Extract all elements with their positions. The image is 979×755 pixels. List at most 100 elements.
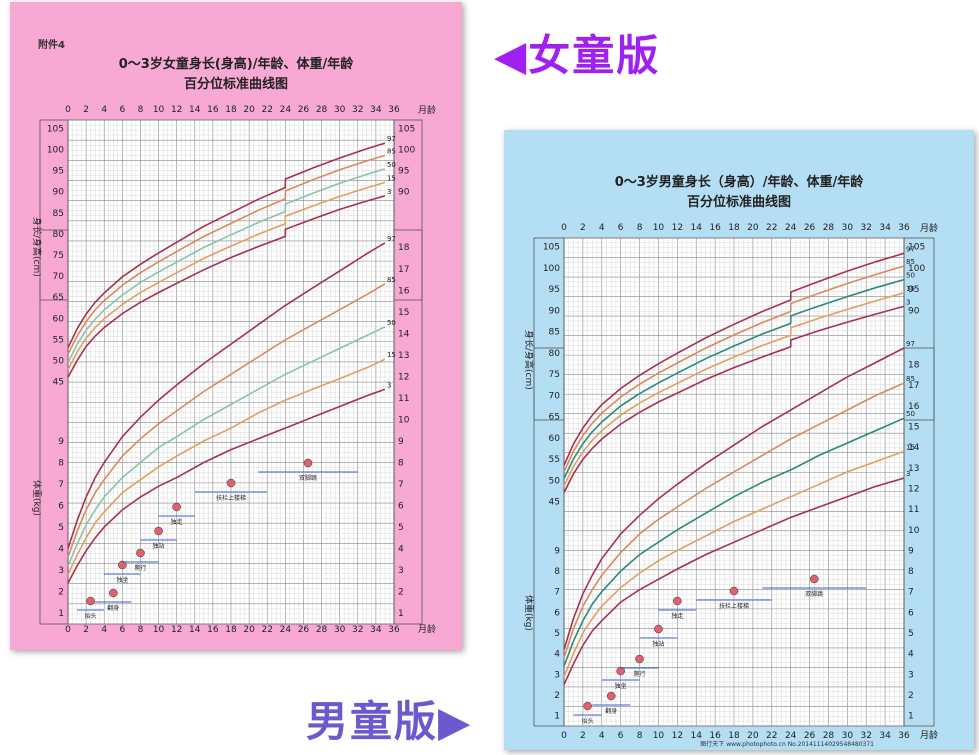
boy-x-tick-label: 0 xyxy=(561,731,567,741)
boy-x-unit-top: 月龄 xyxy=(920,222,938,234)
girl-height-curve-p3 xyxy=(67,195,386,378)
girl-x-tick-label: 2 xyxy=(83,625,89,635)
girl-x-tick-label: 26 xyxy=(298,625,310,635)
girl-x-tick-label: 18 xyxy=(225,105,237,115)
girl-weight-tick-label: 6 xyxy=(398,502,404,512)
boy-weight-percentile-label: 85 xyxy=(906,375,915,383)
girl-weight-tick-label: 4 xyxy=(398,545,404,555)
boy-milestone-figure-icon xyxy=(635,654,644,664)
girl-height-percentile-label: 50 xyxy=(387,161,396,169)
boy-height-percentile-label: 97 xyxy=(906,245,915,253)
girl-x-tick-label: 8 xyxy=(138,105,144,115)
boy-x-tick-label: 4 xyxy=(599,731,605,741)
girl-x-tick-label: 14 xyxy=(189,625,201,635)
boy-x-tick-label: 4 xyxy=(599,223,605,233)
boy-grid xyxy=(533,237,935,727)
girl-milestone-figure-icon xyxy=(118,560,127,570)
boy-height-tick-label: 65 xyxy=(549,413,560,423)
boy-weight-tick-label: 7 xyxy=(554,588,560,598)
girl-weight-tick-label: 7 xyxy=(398,480,404,490)
girl-height-tick-label: 105 xyxy=(398,124,415,134)
boy-version-caption: 男童版▶ xyxy=(306,697,473,746)
boy-x-tick-label: 6 xyxy=(618,731,624,741)
boy-chart-svg: 0～3岁男童身长（身高）/年龄、体重/年龄 百分位标准曲线图 月龄 月龄 身长/… xyxy=(504,130,974,750)
girl-height-tick-label: 75 xyxy=(53,251,64,261)
boy-weight-tick-label: 1 xyxy=(908,712,914,722)
boy-footer: 图行天下 www.photophoto.cn No.20141114029548… xyxy=(700,740,874,748)
boy-x-tick-label: 0 xyxy=(561,223,567,233)
girl-attachment-label: 附件4 xyxy=(38,38,65,51)
boy-milestone-figure-icon xyxy=(583,701,592,711)
boy-weight-tick-label: 6 xyxy=(908,608,914,618)
girl-weight-tick-label: 15 xyxy=(398,308,409,318)
girl-milestone-label: 双脚跳 xyxy=(299,474,317,482)
boy-x-tick-label: 16 xyxy=(709,223,721,233)
boy-x-tick-label: 34 xyxy=(879,223,891,233)
boy-height-tick-label: 95 xyxy=(549,285,560,295)
boy-x-tick-label: 20 xyxy=(747,731,759,741)
girl-height-tick-label: 50 xyxy=(53,356,65,366)
boy-milestone-label: 双脚跳 xyxy=(805,590,823,598)
girl-height-curve-p50 xyxy=(67,168,386,363)
boy-x-tick-label: 24 xyxy=(785,223,797,233)
boy-x-tick-label: 30 xyxy=(842,223,854,233)
boy-height-axis-box xyxy=(533,237,565,421)
girl-x-tick-label: 6 xyxy=(119,625,125,635)
girl-weight-axis-box xyxy=(39,229,69,625)
boy-x-tick-label: 26 xyxy=(804,731,816,741)
girl-x-tick-label: 30 xyxy=(334,625,346,635)
girl-x-tick-label: 28 xyxy=(316,105,328,115)
boy-weight-tick-label: 4 xyxy=(908,650,914,660)
girl-height-percentile-label: 15 xyxy=(387,174,396,182)
girl-height-percentile-label: 97 xyxy=(387,135,396,143)
girl-weight-tick-label: 4 xyxy=(58,545,64,555)
boy-x-tick-label: 24 xyxy=(785,731,797,741)
boy-weight-percentile-label: 97 xyxy=(906,340,915,348)
girl-x-tick-label: 36 xyxy=(388,105,400,115)
boy-weight-tick-label: 17 xyxy=(908,381,919,391)
boy-height-percentile-label: 50 xyxy=(906,272,915,280)
boy-chart-title-line2: 百分位标准曲线图 xyxy=(687,194,791,210)
girl-weight-curve-p85 xyxy=(67,283,386,558)
boy-x-tick-label: 18 xyxy=(728,731,740,741)
boy-x-tick-label: 28 xyxy=(823,223,835,233)
girl-x-tick-label: 12 xyxy=(171,625,182,635)
boy-milestone-figure-icon xyxy=(673,596,682,606)
girl-milestone-label: 扶栏上楼梯 xyxy=(216,494,246,502)
boy-height-tick-label: 105 xyxy=(908,243,925,253)
girl-height-tick-label: 105 xyxy=(47,124,64,134)
boy-height-tick-label: 55 xyxy=(549,455,560,465)
boy-axis-labels: 0022446688101012121414161618182020222224… xyxy=(543,223,926,741)
girl-weight-curve-p50 xyxy=(67,326,386,567)
boy-milestone-label: 独坐 xyxy=(615,682,627,690)
boy-weight-tick-label: 10 xyxy=(908,526,920,536)
girl-height-tick-label: 55 xyxy=(53,335,64,345)
boy-height-tick-label: 50 xyxy=(549,476,561,486)
boy-x-tick-label: 10 xyxy=(653,223,665,233)
girl-milestone-figure-icon xyxy=(86,596,95,606)
boy-weight-percentile-label: 15 xyxy=(906,443,915,451)
girl-milestone-label: 爬行 xyxy=(134,564,146,572)
girl-height-axis-box xyxy=(39,119,69,301)
boy-height-tick-label: 100 xyxy=(543,264,560,274)
boy-weight-axis-label: 体重(kg) xyxy=(523,595,535,631)
girl-chart-panel: 附件4 0～3岁女童身长(身高)/年龄、体重/年龄 百分位标准曲线图 月龄 月龄… xyxy=(10,2,462,650)
girl-curves: 97 85 50 15 3 97 85 50 15 3 xyxy=(67,135,396,584)
girl-weight-tick-label: 6 xyxy=(58,502,64,512)
boy-height-percentile-label: 3 xyxy=(906,298,910,306)
girl-weight-percentile-label: 15 xyxy=(387,351,396,359)
boy-weight-tick-label: 7 xyxy=(908,588,914,598)
girl-x-tick-label: 16 xyxy=(207,625,219,635)
girl-weight-percentile-label: 50 xyxy=(387,319,396,327)
girl-x-tick-label: 24 xyxy=(280,105,292,115)
girl-x-tick-label: 0 xyxy=(65,105,71,115)
girl-x-tick-label: 20 xyxy=(243,625,255,635)
girl-weight-tick-label: 9 xyxy=(58,437,64,447)
boy-height-tick-label: 45 xyxy=(549,498,560,508)
boy-weight-curve-p15 xyxy=(563,450,905,677)
boy-height-tick-label: 80 xyxy=(549,349,561,359)
boy-milestone-figure-icon xyxy=(606,691,616,701)
boy-x-tick-label: 12 xyxy=(672,223,683,233)
